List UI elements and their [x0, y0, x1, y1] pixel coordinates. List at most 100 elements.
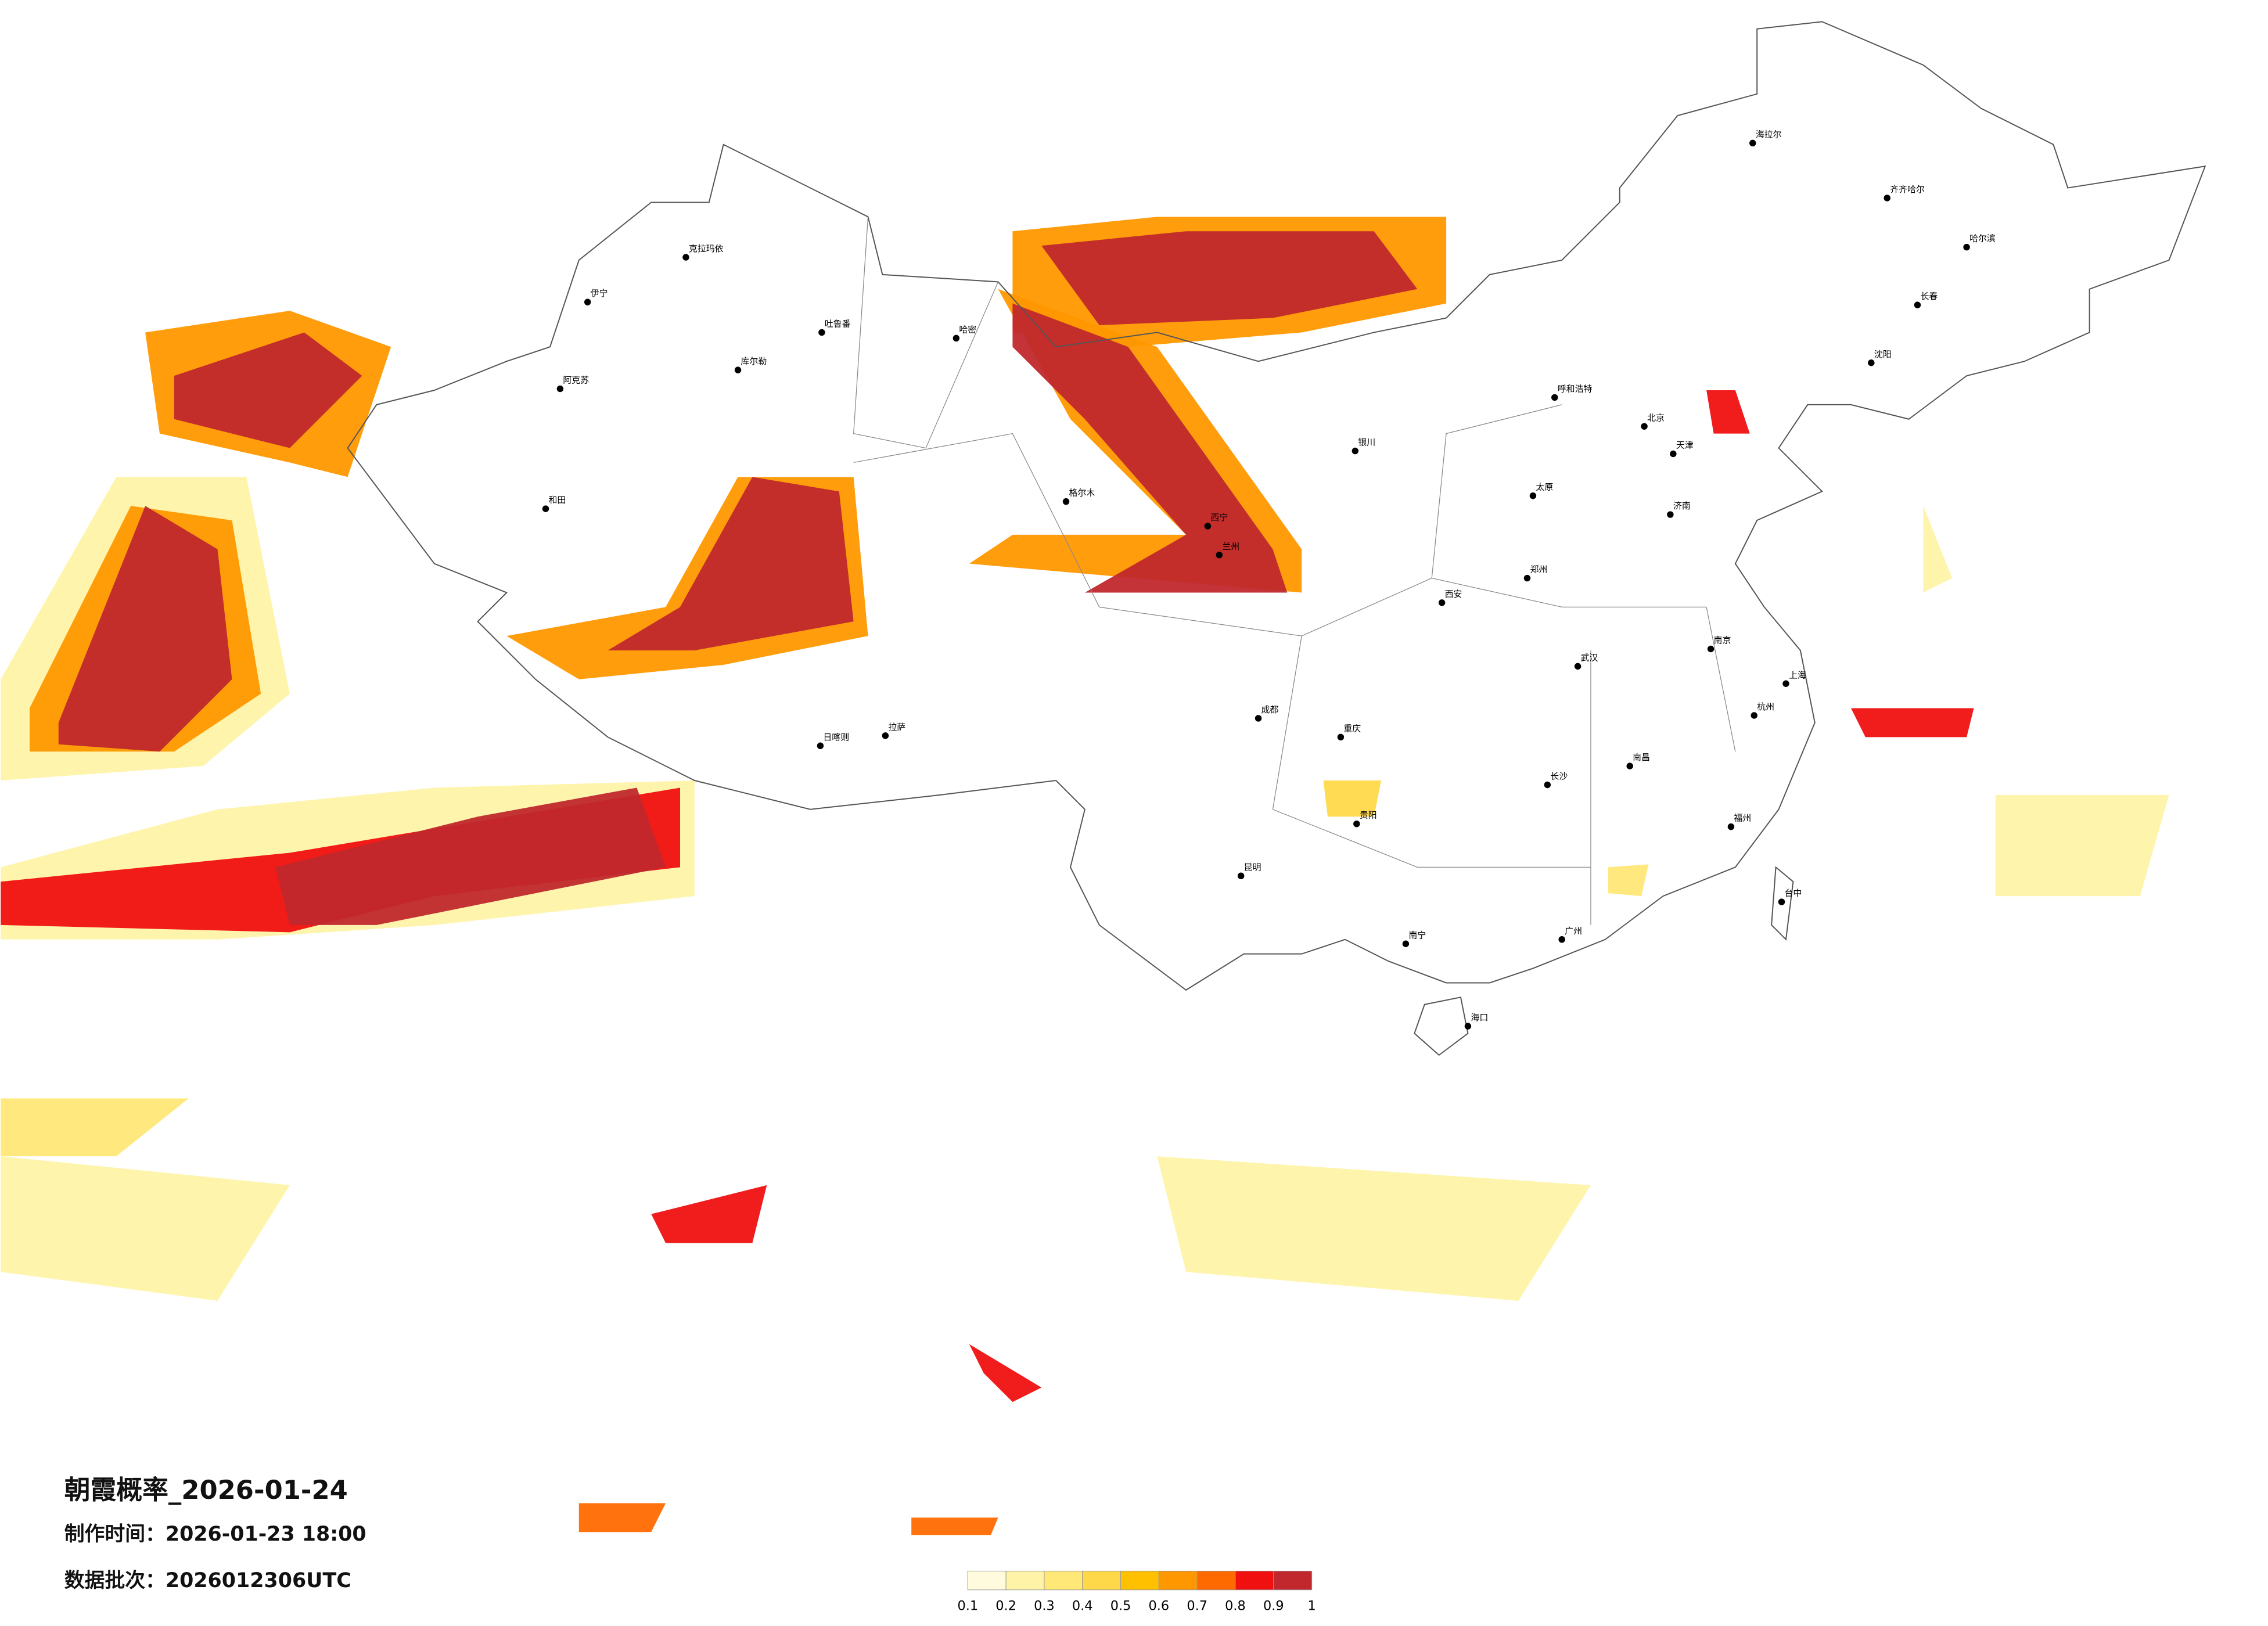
colorbar-swatch — [1120, 1570, 1159, 1591]
city-dot — [1868, 359, 1875, 366]
city-label: 阿克苏 — [563, 375, 589, 386]
colorbar: 0.1 0.2 0.3 0.4 0.5 0.6 0.7 0.8 0.9 1 — [957, 1570, 1316, 1614]
city-dot — [1626, 762, 1633, 769]
heat-area — [608, 477, 854, 650]
city-label: 和田 — [549, 495, 566, 505]
city-dot — [1551, 394, 1558, 401]
province-lines — [853, 217, 1736, 925]
city-dot — [1216, 552, 1223, 559]
city-label: 兰州 — [1222, 541, 1239, 552]
city-label: 上海 — [1789, 670, 1806, 680]
colorbar-tick: 0.9 — [1263, 1599, 1284, 1614]
city-dot — [1337, 733, 1345, 741]
city-dot — [1782, 680, 1789, 687]
city-label: 伊宁 — [591, 288, 608, 298]
city-dot — [1670, 450, 1677, 458]
city-dot — [1667, 511, 1674, 518]
city-label: 银川 — [1358, 437, 1375, 448]
city-label: 哈尔滨 — [1969, 233, 1996, 244]
heat-area — [1, 1098, 189, 1157]
country-outline — [347, 21, 2206, 991]
city-dot — [1778, 898, 1785, 905]
city-dot — [1464, 1023, 1472, 1030]
city-dot — [1963, 243, 1970, 251]
city-label: 济南 — [1673, 501, 1691, 511]
heat-area — [969, 1344, 1042, 1402]
city-dot — [1884, 195, 1890, 202]
city-dot — [584, 298, 591, 305]
colorbar-swatch — [1005, 1570, 1045, 1591]
city-label: 广州 — [1565, 926, 1582, 936]
city-label: 海口 — [1471, 1012, 1488, 1023]
city-label: 杭州 — [1757, 702, 1774, 712]
city-dot — [1751, 712, 1757, 719]
city-dot — [1353, 820, 1360, 828]
city-label: 西宁 — [1210, 512, 1228, 523]
colorbar-tick: 0.7 — [1187, 1599, 1207, 1614]
city-label: 克拉玛依 — [689, 243, 724, 254]
city-label: 沈阳 — [1874, 349, 1892, 359]
city-label: 南昌 — [1633, 752, 1650, 762]
city-dot — [1727, 823, 1735, 830]
colorbar-tick: 0.4 — [1072, 1599, 1093, 1614]
heat-area — [578, 1503, 666, 1533]
city-dot — [1558, 936, 1565, 943]
colorbar-tick: 0.5 — [1110, 1599, 1131, 1614]
city-label: 昆明 — [1244, 862, 1261, 872]
city-dot — [1641, 423, 1648, 430]
heat-area — [1, 1156, 290, 1301]
city-label: 格尔木 — [1069, 488, 1095, 498]
city-label: 拉萨 — [888, 722, 905, 732]
colorbar-swatch — [1273, 1570, 1313, 1591]
city-dot — [556, 385, 564, 393]
city-dot — [1255, 715, 1262, 722]
city-label: 西安 — [1445, 589, 1462, 599]
city-dot — [1574, 663, 1582, 670]
colorbar-swatch — [1196, 1570, 1236, 1591]
taiwan — [1771, 866, 1794, 941]
city-dot — [682, 254, 689, 261]
city-dot — [1438, 599, 1446, 606]
city-dot — [882, 732, 889, 739]
city-label: 长春 — [1920, 291, 1938, 301]
city-dot — [1352, 447, 1359, 455]
city-dot — [542, 505, 549, 512]
city-label: 北京 — [1647, 412, 1665, 423]
city-label: 天津 — [1676, 440, 1694, 451]
city-label: 福州 — [1734, 813, 1751, 823]
city-dot — [1749, 139, 1756, 147]
city-dot — [734, 366, 742, 373]
city-label: 太原 — [1536, 482, 1553, 492]
city-label: 吐鲁番 — [825, 318, 851, 329]
colorbar-swatch — [1044, 1570, 1083, 1591]
heat-area — [1157, 1156, 1591, 1301]
heat-area — [1608, 864, 1649, 897]
heat-area — [275, 787, 666, 925]
city-label: 日喀则 — [823, 732, 849, 742]
colorbar-swatch — [1235, 1570, 1274, 1591]
colorbar-tick: 0.1 — [957, 1599, 978, 1614]
heat-area — [1706, 390, 1750, 434]
city-dot — [817, 742, 824, 749]
colorbar-tick: 0.8 — [1225, 1599, 1246, 1614]
city-dot — [1402, 940, 1410, 947]
heat-layer — [1, 217, 2169, 1535]
colorbar-tick: 0.6 — [1149, 1599, 1170, 1614]
city-label: 长沙 — [1550, 771, 1568, 782]
made-time: 制作时间：2026-01-23 18:00 — [64, 1523, 366, 1546]
heat-area — [58, 506, 232, 752]
city-label: 呼和浩特 — [1558, 383, 1593, 394]
heat-area — [174, 332, 362, 448]
city-dot — [1204, 523, 1212, 530]
city-label: 南宁 — [1408, 930, 1426, 940]
city-dot — [1062, 498, 1070, 505]
city-label: 贵阳 — [1360, 810, 1377, 821]
city-dot — [1523, 574, 1531, 582]
city-label: 南京 — [1714, 635, 1731, 646]
heat-area — [911, 1517, 998, 1535]
hainan — [1414, 997, 1469, 1056]
city-dot — [1707, 645, 1715, 653]
